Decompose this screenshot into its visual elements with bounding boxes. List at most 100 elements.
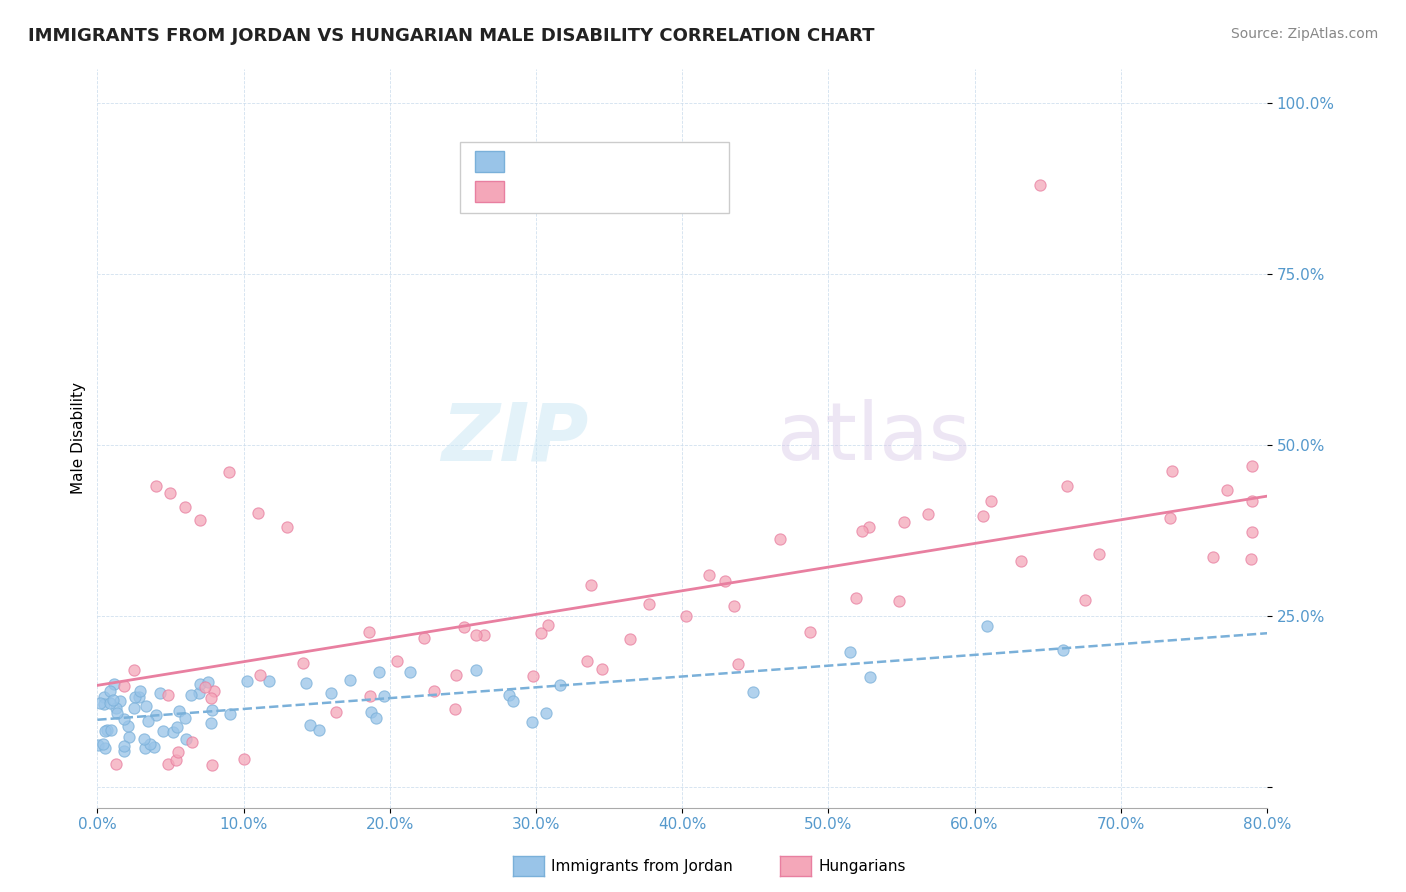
Point bbox=[1240, 459, 1263, 474]
Point bbox=[162, 725, 184, 739]
Point bbox=[233, 752, 256, 766]
Point bbox=[972, 509, 994, 524]
Point bbox=[713, 574, 735, 588]
Point bbox=[117, 719, 139, 733]
Point bbox=[893, 515, 915, 529]
Point bbox=[423, 684, 446, 698]
Point bbox=[249, 668, 271, 682]
Point bbox=[619, 632, 641, 646]
FancyBboxPatch shape bbox=[460, 143, 728, 212]
Point bbox=[723, 599, 745, 613]
Point bbox=[522, 714, 544, 729]
Point bbox=[308, 723, 330, 737]
Point bbox=[359, 689, 381, 703]
Point bbox=[128, 690, 150, 705]
Point bbox=[851, 524, 873, 539]
Point bbox=[1056, 479, 1078, 493]
Point bbox=[201, 703, 224, 717]
Point bbox=[464, 664, 486, 678]
Point bbox=[387, 654, 409, 668]
Text: Immigrants from Jordan: Immigrants from Jordan bbox=[551, 859, 733, 873]
Point bbox=[100, 723, 122, 737]
Point bbox=[200, 716, 222, 731]
Point bbox=[360, 705, 382, 719]
Point bbox=[976, 619, 998, 633]
Point bbox=[159, 486, 181, 500]
Point bbox=[1010, 554, 1032, 568]
Point bbox=[236, 674, 259, 689]
Point bbox=[413, 632, 436, 646]
Point bbox=[180, 688, 202, 702]
Point bbox=[110, 694, 132, 708]
Point bbox=[105, 701, 128, 715]
Point bbox=[339, 673, 361, 687]
Point bbox=[98, 684, 121, 698]
Point bbox=[218, 466, 240, 480]
Text: Hungarians: Hungarians bbox=[818, 859, 905, 873]
Point bbox=[839, 645, 862, 659]
Point bbox=[112, 739, 135, 753]
Point bbox=[145, 479, 167, 493]
Text: IMMIGRANTS FROM JORDAN VS HUNGARIAN MALE DISABILITY CORRELATION CHART: IMMIGRANTS FROM JORDAN VS HUNGARIAN MALE… bbox=[28, 27, 875, 45]
Point bbox=[276, 520, 298, 534]
Text: Source: ZipAtlas.com: Source: ZipAtlas.com bbox=[1230, 27, 1378, 41]
Point bbox=[1029, 178, 1052, 192]
Point bbox=[575, 654, 598, 668]
Point bbox=[398, 665, 420, 679]
Point bbox=[1088, 547, 1111, 561]
Point bbox=[368, 665, 391, 679]
Point bbox=[152, 724, 174, 739]
Point bbox=[180, 735, 202, 749]
Point bbox=[156, 756, 179, 771]
Point bbox=[87, 738, 110, 752]
Point bbox=[165, 753, 187, 767]
Point bbox=[173, 710, 195, 724]
Point bbox=[105, 706, 128, 720]
Point bbox=[325, 706, 347, 720]
Point bbox=[247, 507, 270, 521]
Point bbox=[579, 578, 602, 592]
Text: ZIP: ZIP bbox=[441, 399, 589, 477]
Point bbox=[135, 698, 157, 713]
Point bbox=[93, 697, 115, 711]
Point bbox=[591, 662, 613, 676]
Point bbox=[859, 669, 882, 683]
Point bbox=[118, 730, 141, 744]
Point bbox=[197, 674, 219, 689]
Point bbox=[502, 693, 524, 707]
Point bbox=[200, 691, 222, 706]
Point bbox=[1159, 510, 1181, 524]
Point bbox=[94, 741, 117, 756]
Point bbox=[727, 657, 749, 672]
Point bbox=[167, 705, 190, 719]
Point bbox=[472, 628, 495, 642]
Point bbox=[299, 718, 322, 732]
Point bbox=[157, 688, 180, 702]
Point bbox=[93, 690, 115, 704]
Point bbox=[675, 609, 697, 624]
Point bbox=[188, 676, 211, 690]
Point bbox=[142, 739, 165, 754]
Point bbox=[465, 628, 488, 642]
Point bbox=[292, 657, 315, 671]
Point bbox=[139, 737, 162, 751]
Point bbox=[1240, 493, 1263, 508]
Text: R = 0.086   N = 69: R = 0.086 N = 69 bbox=[515, 153, 695, 170]
Point bbox=[103, 677, 125, 691]
Point bbox=[145, 708, 167, 723]
Point bbox=[122, 700, 145, 714]
Point bbox=[134, 740, 156, 755]
Point bbox=[166, 721, 188, 735]
Point bbox=[887, 593, 910, 607]
Point bbox=[498, 689, 520, 703]
Point bbox=[96, 723, 118, 737]
Point bbox=[917, 507, 939, 521]
Point bbox=[1160, 464, 1182, 478]
Point bbox=[536, 706, 558, 721]
Point bbox=[122, 663, 145, 677]
Point bbox=[858, 520, 880, 534]
Point bbox=[769, 533, 792, 547]
Point bbox=[1216, 483, 1239, 497]
Point bbox=[548, 678, 571, 692]
Point bbox=[89, 696, 111, 710]
